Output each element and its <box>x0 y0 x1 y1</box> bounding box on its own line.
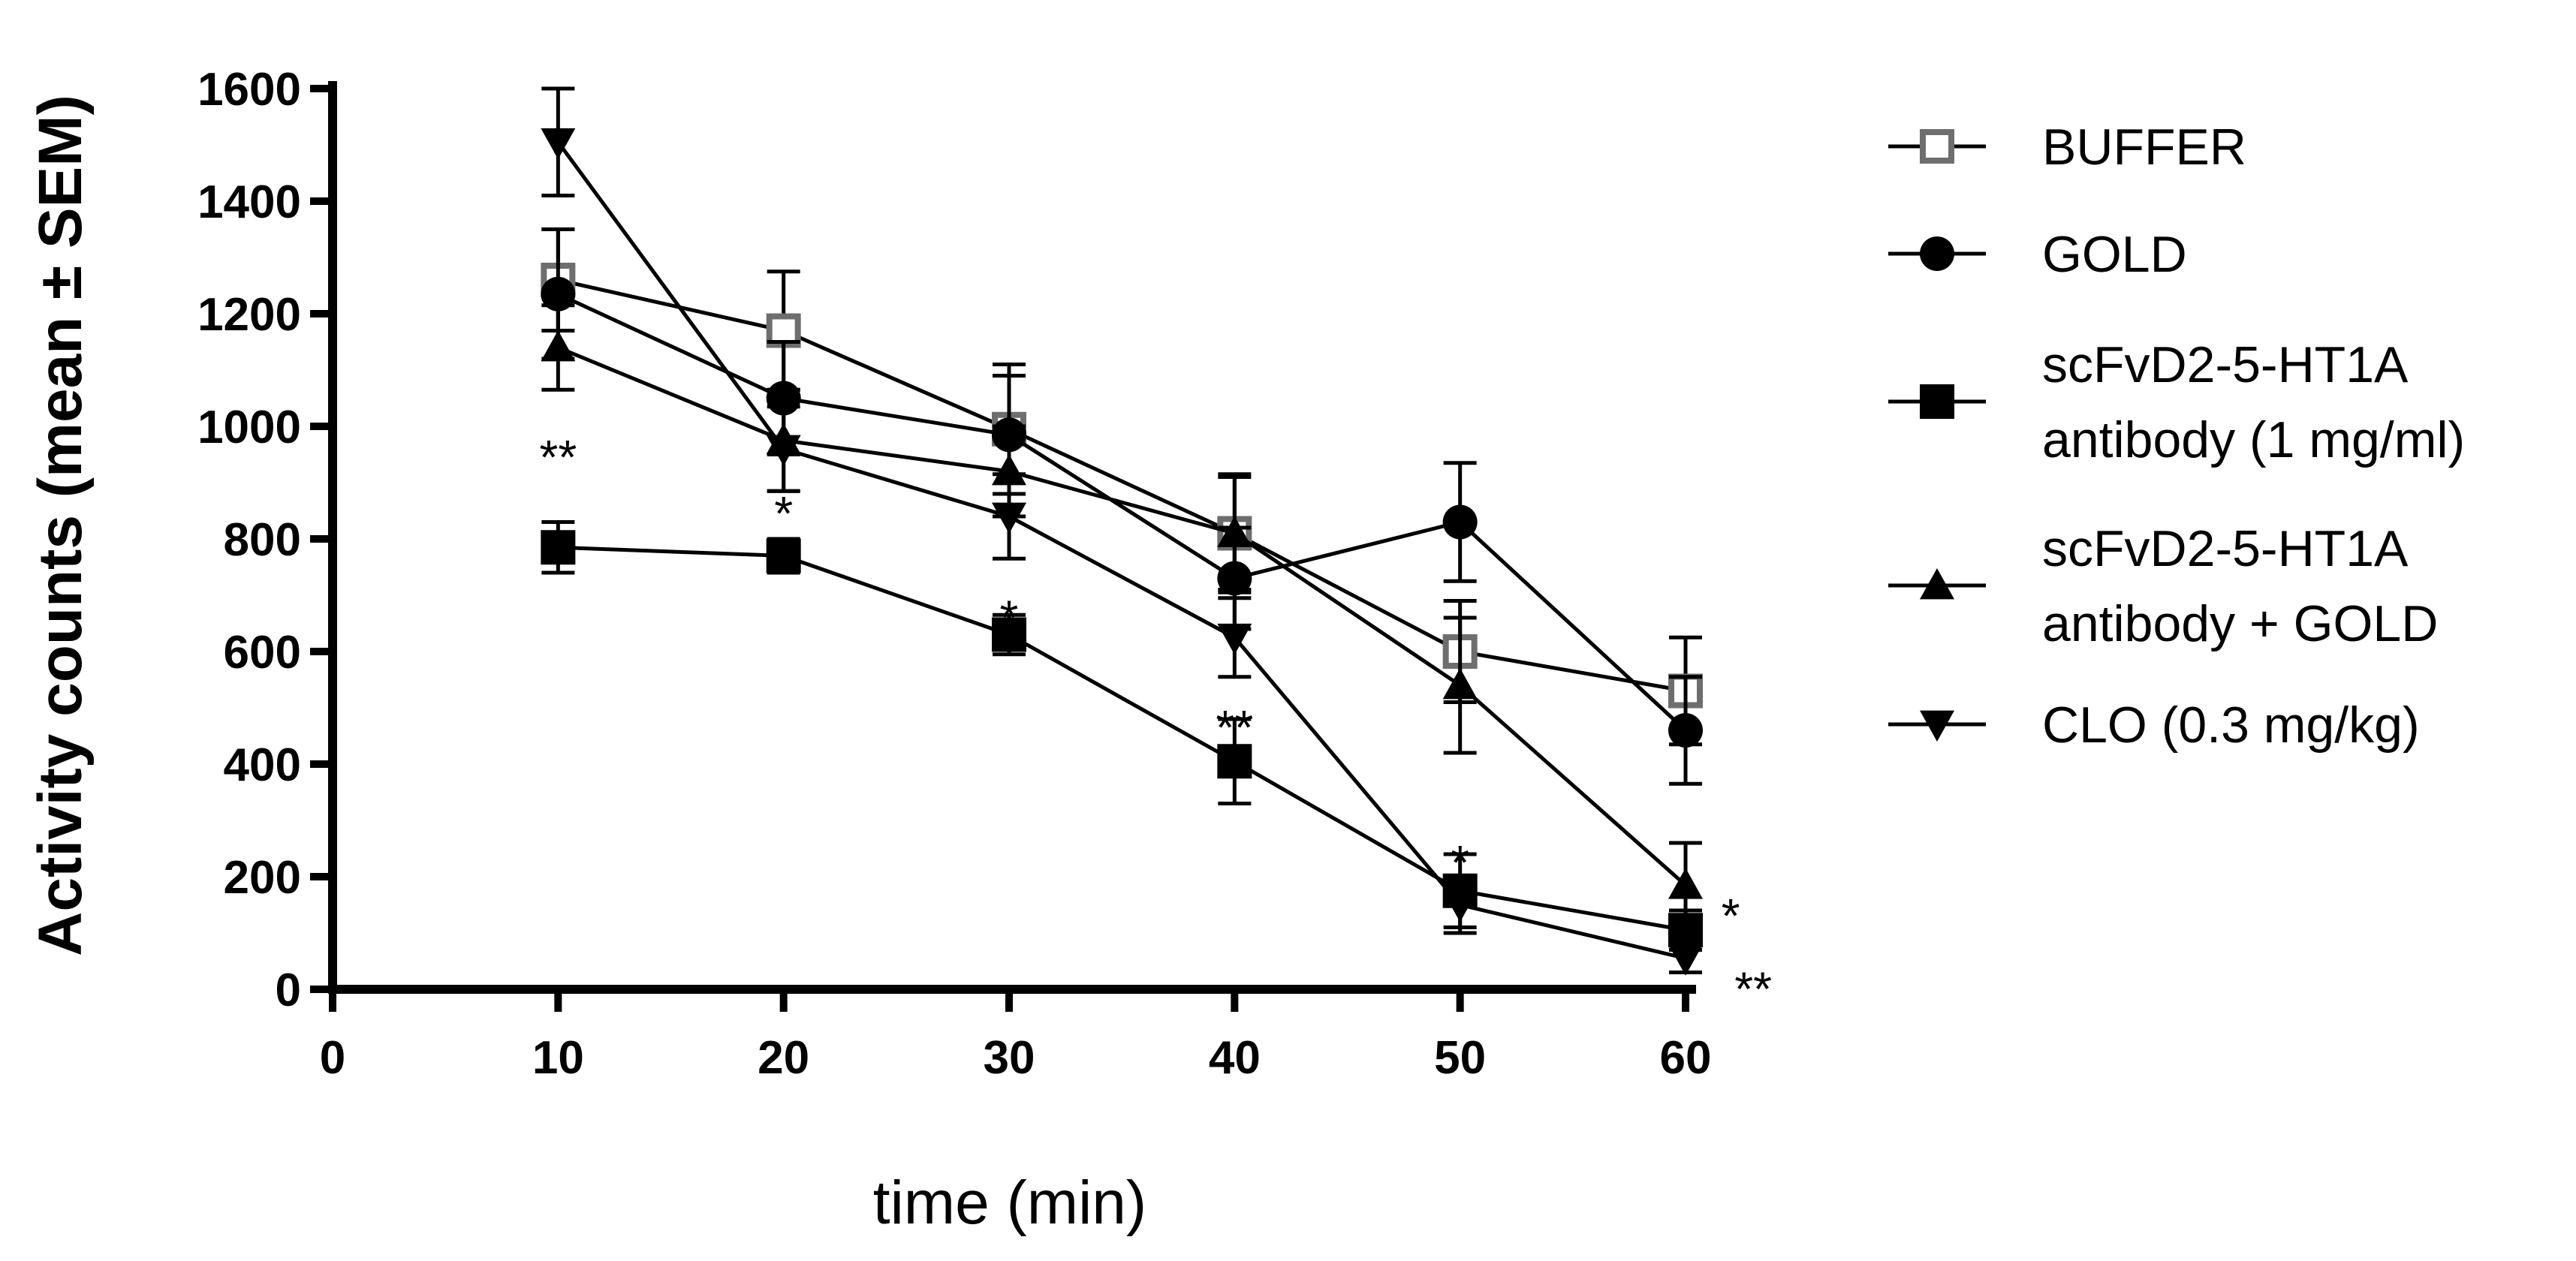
data-point <box>1668 944 1703 976</box>
legend-marker <box>1920 384 1954 419</box>
data-point <box>1217 623 1252 655</box>
y-tick-label: 1000 <box>197 402 301 453</box>
significance-mark: * <box>1000 591 1019 645</box>
legend-item-3: scFvD2-5-HT1A antibody + GOLD <box>1888 520 2438 652</box>
data-point <box>541 128 576 160</box>
significance-mark: ** <box>1734 962 1772 1016</box>
y-tick-label: 1400 <box>197 176 301 228</box>
legend: BUFFER GOLD scFvD2-5-HT1A antibody (1 mg/ml… <box>1888 119 2465 754</box>
legend-label: CLO (0.3 mg/kg) <box>2042 697 2420 754</box>
legend-label: scFvD2-5-HT1A <box>2042 520 2409 577</box>
x-tick-label: 20 <box>758 1032 809 1084</box>
legend-item-4: CLO (0.3 mg/kg) <box>1888 697 2420 754</box>
legend-item-1: GOLD <box>1888 226 2187 283</box>
legend-marker <box>1920 129 1954 164</box>
data-point <box>1668 713 1703 748</box>
data-point <box>1442 504 1478 540</box>
data-point <box>992 617 1026 652</box>
data-point <box>766 435 801 466</box>
legend-item-0: BUFFER <box>1888 119 2246 176</box>
y-tick-label: 200 <box>224 852 301 904</box>
x-axis-title: time (min) <box>873 1169 1146 1237</box>
x-tick-label: 10 <box>532 1032 584 1084</box>
data-point <box>1217 516 1252 547</box>
y-tick-label: 400 <box>224 739 301 791</box>
y-tick-label: 600 <box>224 627 301 679</box>
series-1 <box>541 227 1703 786</box>
annotations: ********** <box>539 430 1772 1016</box>
data-point <box>766 538 801 573</box>
data-point <box>541 530 576 565</box>
significance-mark: * <box>1722 889 1740 943</box>
legend-marker <box>1920 236 1954 271</box>
x-tick-label: 0 <box>320 1032 345 1084</box>
series-4 <box>541 86 1703 976</box>
series-line <box>557 278 1686 693</box>
legend-label: antibody + GOLD <box>2042 595 2438 652</box>
legend-label: BUFFER <box>2042 119 2246 176</box>
y-tick-label: 1600 <box>197 64 301 116</box>
y-tick-label: 800 <box>224 514 301 566</box>
x-tick-label: 60 <box>1660 1032 1712 1084</box>
data-point <box>992 454 1026 486</box>
data-point <box>541 330 576 362</box>
significance-mark: ** <box>539 430 577 484</box>
y-tick-label: 1200 <box>197 289 301 341</box>
series-layer <box>541 86 1703 976</box>
x-tick-label: 50 <box>1434 1032 1486 1084</box>
significance-mark: * <box>774 486 793 540</box>
series-3 <box>541 303 1703 929</box>
y-tick-label: 0 <box>276 965 301 1016</box>
axes <box>328 81 1696 994</box>
x-tick-label: 30 <box>984 1032 1035 1084</box>
legend-label: antibody (1 mg/ml) <box>2042 411 2465 468</box>
legend-item-2: scFvD2-5-HT1A antibody (1 mg/ml) <box>1888 336 2465 468</box>
data-point <box>1442 668 1478 700</box>
legend-marker <box>1920 710 1954 742</box>
data-point <box>1217 744 1252 779</box>
series-line <box>556 140 1686 961</box>
data-point <box>541 276 576 311</box>
series-line <box>557 345 1687 887</box>
data-point <box>992 502 1026 534</box>
x-tick-label: 40 <box>1209 1032 1261 1084</box>
series-line <box>557 292 1687 732</box>
legend-label: scFvD2-5-HT1A <box>2042 336 2409 393</box>
data-point <box>1668 868 1703 899</box>
legend-label: GOLD <box>2042 226 2187 283</box>
significance-mark: ** <box>1216 700 1253 754</box>
series-0 <box>541 227 1703 747</box>
data-point <box>1442 891 1478 922</box>
legend-marker <box>1920 568 1954 600</box>
ticks: 0 200 400 600 800 1000 1200 1400 1600 0 10 20 30 40 50… <box>197 64 1711 1084</box>
significance-mark: * <box>1451 835 1469 889</box>
series-line <box>558 545 1686 932</box>
y-axis-title: Activity counts (mean ± SEM) <box>26 95 95 956</box>
